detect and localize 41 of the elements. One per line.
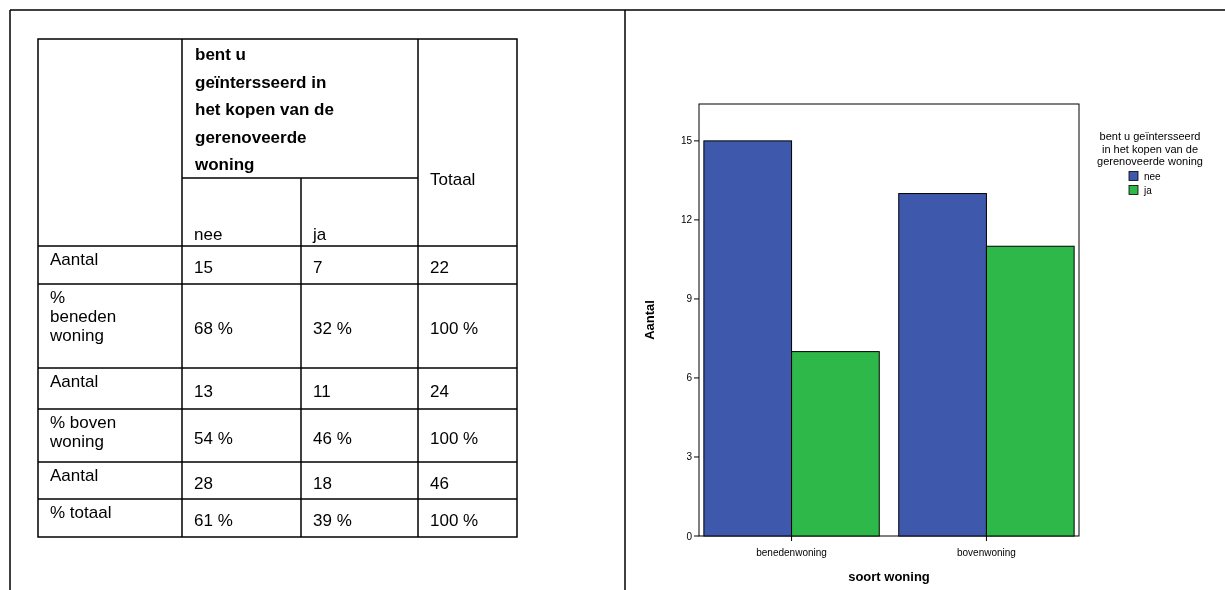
y-tick-label: 12 [680,214,693,226]
text: 100 % [430,428,479,448]
x-axis-title: soort woning [848,569,930,584]
y-tick-label: 15 [680,135,693,147]
x-tick-label: bovenwoning [956,547,1016,558]
legend-label: ja [1143,184,1153,196]
text: 46 [430,473,449,493]
x-tick-label: benedenwoning [756,547,827,558]
text: 32 % [313,319,352,338]
text: 24 [430,381,449,401]
y-tick-label: 0 [686,530,693,542]
category-label: % boven woning [50,413,117,451]
text: 22 [430,258,449,277]
y-tick-label: 6 [686,372,693,384]
category-label: % beneden woning [50,288,117,345]
category-label: nee [194,225,223,244]
text: 46 % [313,428,352,448]
category-label: Aantal [50,250,99,269]
text: 61 % [194,511,233,530]
text: 7 [313,258,323,277]
text: 11 [313,381,331,401]
text: 100 % [430,511,479,530]
text: 39 % [313,511,352,530]
text: 68 % [194,319,233,338]
legend-label: nee [1144,170,1162,182]
text: 18 [313,473,332,493]
text: 28 [194,473,213,493]
y-tick-label: 9 [686,293,693,305]
y-axis-title: Aantal [642,300,657,340]
legend-title: bent u geïntersseerd in het kopen van de gerenoveerde woning [1097,130,1203,167]
y-tick-label: 3 [686,451,693,463]
text: 15 [194,258,213,277]
category-label: Aantal [50,372,99,391]
text: 13 [194,381,213,401]
text: 54 % [194,428,233,448]
category-label: Aantal [50,466,99,485]
category-label: ja [312,225,327,244]
category-label: Totaal [430,170,476,189]
text: bent u geïntersseerd in het kopen van de gerenoveerde woning [194,45,334,174]
category-label: % totaal [50,503,112,522]
text: 100 % [430,319,479,338]
